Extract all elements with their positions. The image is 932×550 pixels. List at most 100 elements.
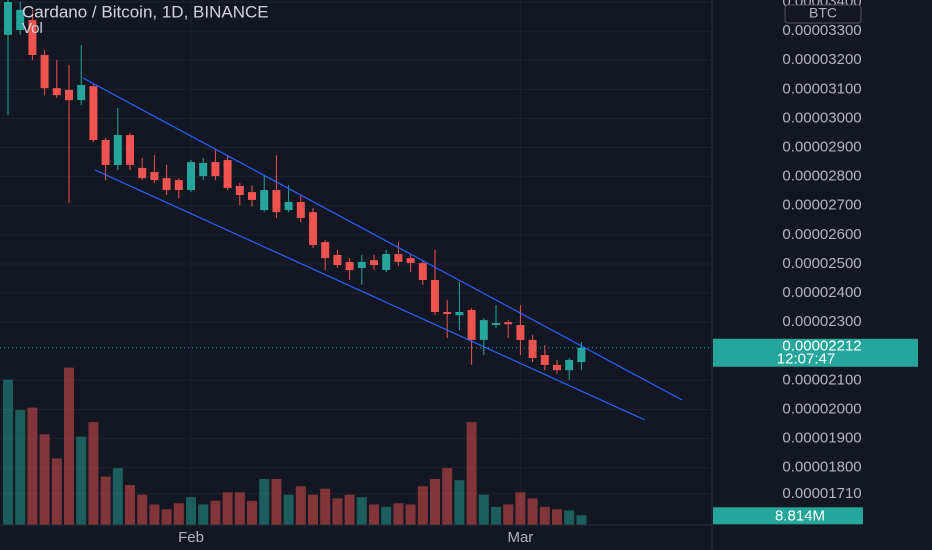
candle-body <box>260 190 269 211</box>
candle-body <box>418 263 427 280</box>
y-tick-label: 0.00003200 <box>782 51 861 68</box>
volume-bar <box>295 486 306 525</box>
volume-bar <box>491 506 501 525</box>
candle-body <box>394 254 403 262</box>
last-volume-box <box>713 507 863 525</box>
y-tick-label: 0.00002000 <box>782 400 861 417</box>
candle-body <box>174 180 183 191</box>
volume-bar <box>283 494 294 525</box>
candles <box>4 0 586 381</box>
volume-bar <box>430 479 440 525</box>
y-tick-label: 0.00002300 <box>782 313 861 330</box>
candle-body <box>211 162 220 177</box>
volume-bar <box>271 479 282 525</box>
y-tick-label: 0.00002600 <box>782 226 861 243</box>
y-tick-label: 0.00002100 <box>782 371 861 388</box>
candle-body <box>345 261 354 271</box>
last-price-box <box>713 338 918 367</box>
price-axis: 0.000034000.000033000.000032000.00003100… <box>178 0 862 546</box>
volume-title: Vol <box>22 20 43 37</box>
volume-bar <box>76 436 87 525</box>
volume-bar <box>125 485 135 525</box>
volume-bar <box>234 492 245 525</box>
x-tick-label: Mar <box>507 529 533 546</box>
volume-bar <box>137 494 148 525</box>
grid <box>0 0 712 525</box>
candle-body <box>16 9 25 30</box>
currency: BTC <box>809 5 837 21</box>
volume-bar <box>466 422 477 525</box>
candle-body <box>492 323 500 326</box>
volume-bar <box>198 504 209 525</box>
volume-bar <box>539 506 550 525</box>
candle-body <box>443 311 452 315</box>
channel-upper[interactable] <box>82 77 683 401</box>
y-tick-label: 0.00001710 <box>782 485 861 502</box>
candle-body <box>321 242 330 259</box>
volume-bar <box>51 458 62 525</box>
x-tick-label: Feb <box>178 529 204 546</box>
volume-bar <box>149 504 160 525</box>
volume-bar <box>247 500 257 525</box>
candle-body <box>248 192 256 200</box>
last-price-label: 0.00002212 <box>782 338 861 355</box>
y-tick-label: 0.00003000 <box>782 109 861 126</box>
countdown: 12:07:47 <box>777 351 835 368</box>
candle-body <box>40 55 49 89</box>
volume-bar <box>552 509 562 525</box>
volume-bar <box>210 500 221 525</box>
currency-badge[interactable] <box>784 4 862 24</box>
candle-body <box>101 139 110 166</box>
candle-body <box>65 89 73 101</box>
candle-body <box>187 162 195 191</box>
candle-body <box>333 254 342 266</box>
channel-lower[interactable] <box>94 169 646 421</box>
y-tick-label: 0.00001900 <box>782 430 861 447</box>
volume-bar <box>503 504 514 525</box>
volume-bar <box>100 476 111 525</box>
candle-body <box>577 347 586 363</box>
volume-bar <box>64 367 74 525</box>
volume-bar <box>515 492 526 525</box>
candle-body <box>77 84 86 101</box>
candle-body <box>528 339 537 358</box>
volume-bar <box>405 504 416 525</box>
y-tick-label: 0.00003300 <box>782 22 861 39</box>
volume-bar <box>344 494 355 525</box>
volume-bar <box>161 509 172 525</box>
y-tick-label: 0.00002700 <box>782 197 861 214</box>
candle-body <box>357 261 366 269</box>
y-tick-label: 0.00002500 <box>782 255 861 272</box>
last-volume-label: 8.814M <box>775 507 825 524</box>
candle-body <box>199 162 208 177</box>
volume-bar <box>308 494 318 525</box>
candle-body <box>565 359 574 371</box>
volume-bar <box>15 410 26 525</box>
candle-body <box>455 311 464 316</box>
y-tick-label: 0.00003100 <box>782 80 861 97</box>
chart-title: Cardano / Bitcoin, 1D, BINANCE <box>22 2 269 21</box>
volume-bar <box>88 422 99 525</box>
volume-bar <box>27 407 38 525</box>
candle-body <box>467 309 476 340</box>
volume-pane <box>3 367 587 525</box>
candle-body <box>150 171 159 181</box>
candle-body <box>406 258 415 264</box>
y-tick-label: 0.00002400 <box>782 284 861 301</box>
candle-body <box>4 2 12 35</box>
candle-body <box>126 135 134 166</box>
candle-body <box>296 201 305 218</box>
candle-body <box>138 167 147 179</box>
volume-bar <box>320 488 331 525</box>
candle-body <box>272 190 281 213</box>
volume-bar <box>369 504 379 525</box>
y-tick-label: 0.00002900 <box>782 139 861 156</box>
volume-bar <box>112 468 123 525</box>
candle-body <box>431 279 439 312</box>
candle-body <box>28 20 37 56</box>
candle-body <box>235 185 244 195</box>
volume-bar <box>332 498 343 525</box>
